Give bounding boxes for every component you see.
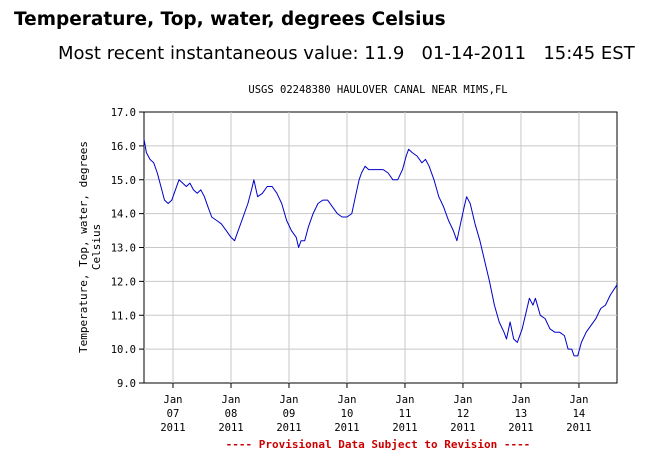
series-line [143, 139, 618, 357]
x-tick-label: Jan 10 2011 [334, 394, 359, 434]
y-axis-label-line-1: Temperature, Top, water, degrees [77, 141, 90, 353]
y-axis: 9.0 10.0 11.0 12.0 13.0 14.0 15.0 16.0 17.0 [111, 107, 144, 390]
y-tick-label: 10.0 [111, 344, 136, 356]
x-tick-label: Jan 14 2011 [566, 394, 591, 434]
grid-lines [144, 112, 617, 383]
x-axis: Jan 07 2011 Jan 08 2011 Jan 09 2011 Jan 10 2011 Jan 1… [160, 383, 592, 434]
y-tick-label: 12.0 [111, 276, 136, 288]
most-recent-value: Most recent instantaneous value: 11.9 01… [58, 43, 635, 64]
y-tick-label: 17.0 [111, 107, 136, 119]
x-tick-label: Jan 13 2011 [508, 394, 533, 434]
x-tick-label: Jan 08 2011 [218, 394, 243, 434]
y-axis-label: Temperature, Top, water, degrees Celsius [77, 141, 103, 353]
x-tick-label: Jan 09 2011 [276, 394, 301, 434]
y-tick-label: 15.0 [111, 175, 136, 187]
provisional-footnote: ---- Provisional Data Subject to Revisio… [226, 438, 531, 451]
chart-title: USGS 02248380 HAULOVER CANAL NEAR MIMS,F… [248, 84, 507, 96]
recent-date: 01-14-2011 [421, 43, 527, 64]
y-axis-label-line-2: Celsius [90, 224, 103, 270]
x-tick-label: Jan 11 2011 [392, 394, 417, 434]
x-tick-label: Jan 12 2011 [450, 394, 475, 434]
y-tick-label: 9.0 [117, 378, 136, 390]
y-tick-label: 13.0 [111, 243, 136, 255]
recent-value: 11.9 [364, 43, 405, 64]
y-tick-label: 11.0 [111, 310, 136, 322]
recent-label: Most recent instantaneous value: [58, 43, 359, 64]
y-tick-label: 16.0 [111, 141, 136, 153]
x-tick-label: Jan 07 2011 [160, 394, 185, 434]
y-tick-label: 14.0 [111, 209, 136, 221]
recent-time: 15:45 EST [543, 43, 635, 64]
page-title: Temperature, Top, water, degrees Celsius [14, 9, 446, 30]
